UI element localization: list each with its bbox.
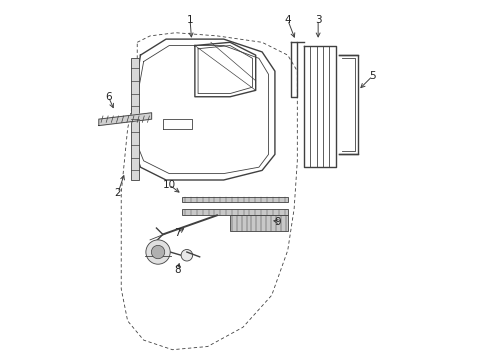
Circle shape bbox=[181, 249, 192, 261]
Text: 5: 5 bbox=[368, 71, 375, 81]
Polygon shape bbox=[99, 113, 151, 126]
Text: 3: 3 bbox=[314, 15, 321, 25]
Bar bbox=[131, 58, 139, 180]
Text: 9: 9 bbox=[274, 217, 281, 227]
Bar bbox=[230, 215, 287, 231]
Text: 1: 1 bbox=[186, 15, 193, 25]
Bar bbox=[182, 210, 287, 215]
Bar bbox=[182, 197, 287, 202]
Text: 10: 10 bbox=[163, 180, 176, 190]
Circle shape bbox=[145, 240, 170, 264]
Circle shape bbox=[151, 246, 164, 259]
Text: 7: 7 bbox=[174, 228, 180, 238]
Text: 2: 2 bbox=[115, 188, 121, 198]
Text: 6: 6 bbox=[105, 92, 111, 102]
Text: 4: 4 bbox=[284, 15, 290, 25]
Text: 8: 8 bbox=[174, 265, 180, 275]
